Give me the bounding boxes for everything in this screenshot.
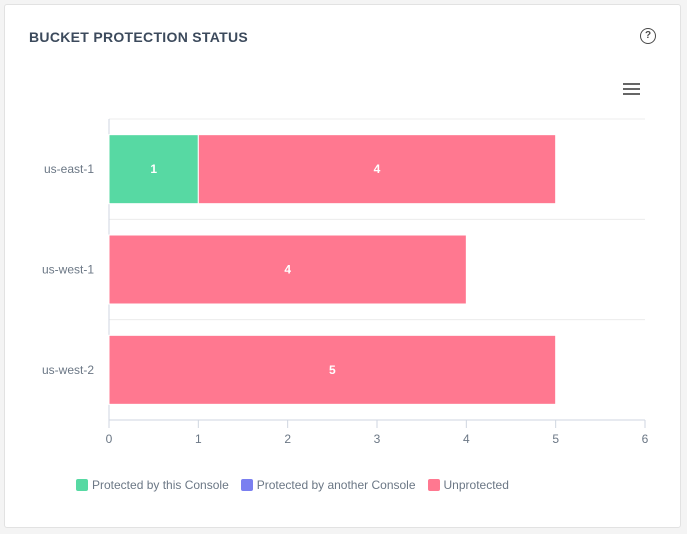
- x-tick-label: 5: [552, 432, 559, 446]
- legend-label: Protected by another Console: [256, 478, 416, 492]
- bar-segment[interactable]: [197, 134, 557, 205]
- data-label: 5: [329, 363, 336, 377]
- legend-label: Unprotected: [443, 478, 509, 492]
- help-icon[interactable]: ?: [640, 28, 656, 44]
- x-tick-label: 4: [463, 432, 470, 446]
- bar-segment[interactable]: [108, 234, 467, 305]
- x-tick-label: 2: [284, 432, 291, 446]
- chart-legend: Protected by this Console Protected by an…: [76, 478, 509, 492]
- legend-swatch: [76, 479, 88, 491]
- data-label: 1: [150, 162, 157, 176]
- legend-item[interactable]: Protected by another Console: [240, 478, 416, 492]
- data-label: 4: [374, 162, 381, 176]
- data-label: 4: [284, 263, 291, 277]
- legend-item[interactable]: Unprotected: [427, 478, 509, 492]
- hamburger-menu-icon[interactable]: [623, 83, 640, 95]
- x-tick-label: 0: [106, 432, 113, 446]
- legend-swatch: [427, 479, 440, 491]
- category-label: us-west-1: [42, 263, 94, 277]
- x-tick-label: 1: [195, 432, 202, 446]
- card-title: BUCKET PROTECTION STATUS: [29, 29, 249, 45]
- legend-label: Protected by this Console: [92, 478, 229, 492]
- legend-swatch: [240, 479, 253, 491]
- legend-item[interactable]: Protected by this Console: [76, 478, 229, 492]
- category-label: us-west-2: [42, 363, 94, 377]
- category-label: us-east-1: [44, 162, 94, 176]
- bar-segment[interactable]: [108, 334, 557, 405]
- bar-segment[interactable]: [108, 134, 199, 205]
- x-tick-label: 3: [374, 432, 381, 446]
- x-tick-label: 6: [642, 432, 649, 446]
